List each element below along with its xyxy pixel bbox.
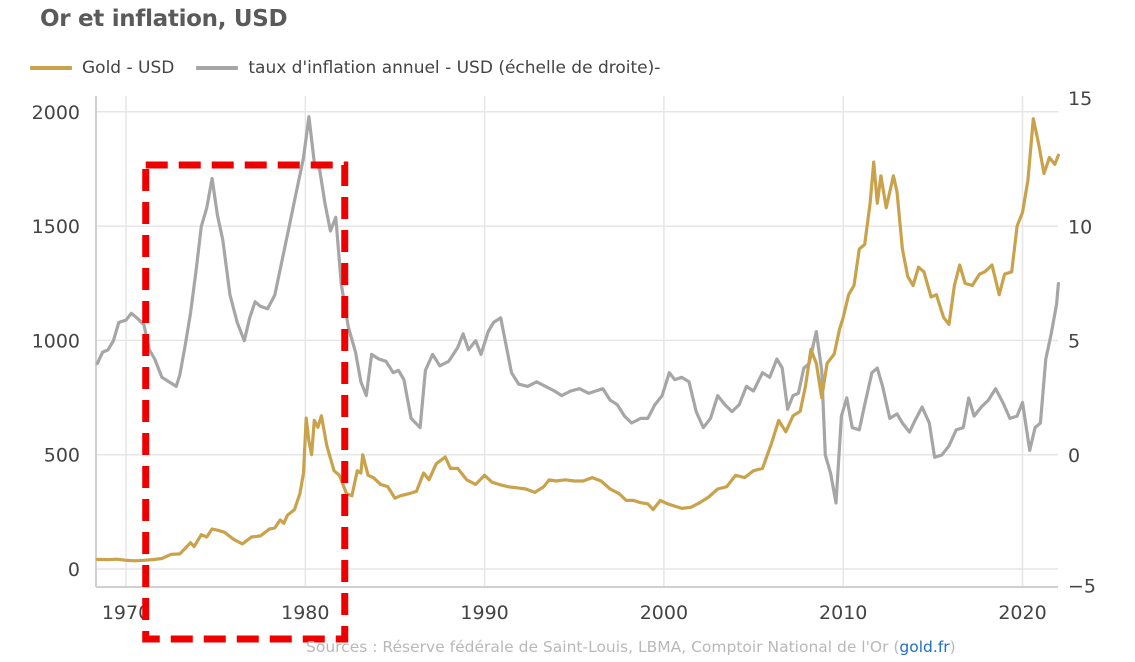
x-tick-label: 1990 <box>460 602 508 624</box>
y-left-tick-label: 0 <box>68 559 80 581</box>
axes <box>95 96 1058 588</box>
source-suffix: ) <box>949 638 956 656</box>
source-note: Sources : Réserve fédérale de Saint-Loui… <box>306 638 956 656</box>
legend: Gold - USD taux d'inflation annuel - USD… <box>30 58 682 78</box>
chart-title: Or et inflation, USD <box>40 6 288 32</box>
x-tick-label: 2020 <box>998 602 1046 624</box>
legend-swatch-inflation <box>196 66 239 70</box>
y-left-tick-label: 500 <box>44 445 80 467</box>
legend-label-gold: Gold - USD <box>82 58 175 78</box>
source-link[interactable]: gold.fr <box>899 638 950 656</box>
legend-item-inflation[interactable]: taux d'inflation annuel - USD (échelle d… <box>196 58 660 78</box>
legend-item-gold[interactable]: Gold - USD <box>30 58 174 78</box>
y-right-tick-label: 15 <box>1068 88 1092 110</box>
legend-swatch-gold <box>30 66 72 70</box>
source-text: Sources : Réserve fédérale de Saint-Loui… <box>306 638 900 656</box>
legend-label-inflation: taux d'inflation annuel - USD (échelle d… <box>248 58 661 78</box>
highlight-box-group <box>142 161 349 643</box>
series-group <box>95 115 1060 563</box>
y-left-tick-label: 1000 <box>32 330 80 352</box>
series-line-inflation <box>95 115 1060 505</box>
highlight-box <box>142 161 349 643</box>
y-right-tick-label: 5 <box>1068 331 1080 353</box>
y-right-tick-label: 0 <box>1068 445 1080 467</box>
y-right-tick-label: −5 <box>1068 575 1096 597</box>
x-tick-label: 2010 <box>819 602 867 624</box>
y-right-tick-label: 10 <box>1068 216 1092 238</box>
y-left-tick-label: 1500 <box>32 216 80 238</box>
gridlines <box>96 96 1058 587</box>
series-line-gold <box>95 117 1060 563</box>
x-tick-label: 1980 <box>281 602 329 624</box>
x-tick-label: 2000 <box>640 602 688 624</box>
y-left-tick-label: 2000 <box>32 102 80 124</box>
tick-labels: 0 500 1000 1500 2000 −5 0 5 10 15 1970 1980 1990 2000… <box>32 88 1096 624</box>
x-tick-label: 1970 <box>102 602 150 624</box>
